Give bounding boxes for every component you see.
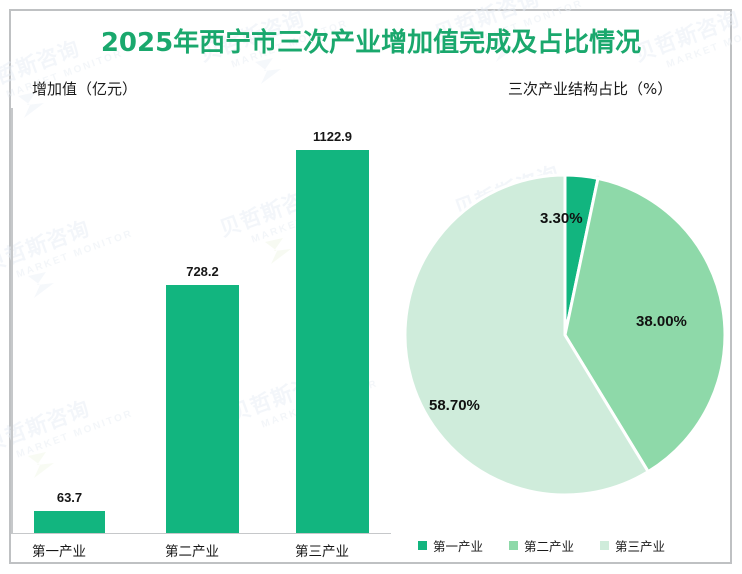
legend-label: 第一产业 — [433, 539, 484, 554]
pie-chart-svg — [403, 173, 727, 497]
legend-item-second-industry[interactable]: 第二产业 — [509, 536, 574, 555]
bar-chart-axis-caption: 增加值（亿元） — [32, 80, 138, 98]
legend-swatch-icon — [509, 541, 519, 550]
pie-chart: 3.30% 38.00% 58.70% — [400, 170, 730, 520]
bar-value-label: 728.2 — [186, 264, 219, 279]
pie-chart-axis-caption: 三次产业结构占比（%） — [508, 80, 673, 98]
bar-value-label: 63.7 — [56, 490, 83, 505]
chart-title: 2025年西宁市三次产业增加值完成及占比情况 — [100, 28, 642, 58]
watermark-logo-icon — [255, 58, 281, 84]
bar-category-label-third: 第三产业 — [295, 544, 349, 560]
legend-label: 第三产业 — [615, 539, 666, 554]
legend-swatch-icon — [418, 541, 427, 550]
pie-value-label-first: 3.30% — [540, 210, 583, 227]
bar-category-label-second: 第二产业 — [165, 544, 219, 560]
bar-chart: 63.7 728.2 1122.9 — [11, 108, 391, 534]
pie-chart-legend: 第一产业 第二产业 第三产业 — [418, 536, 665, 555]
legend-label: 第二产业 — [524, 539, 575, 554]
bar-category-label-first: 第一产业 — [32, 544, 86, 560]
legend-item-third-industry[interactable]: 第三产业 — [600, 536, 665, 555]
bar-chart-y-axis — [11, 108, 13, 534]
pie-slice-third-industry[interactable] — [403, 173, 651, 497]
bar-chart-x-axis — [11, 533, 391, 534]
pie-value-label-third: 58.70% — [429, 397, 480, 414]
legend-swatch-icon — [600, 541, 610, 550]
bar-first-industry[interactable] — [34, 511, 105, 533]
pie-value-label-second: 38.00% — [636, 313, 687, 330]
bar-third-industry[interactable] — [296, 150, 369, 533]
bar-second-industry[interactable] — [166, 285, 239, 533]
legend-item-first-industry[interactable]: 第一产业 — [418, 536, 483, 555]
bar-value-label: 1122.9 — [312, 129, 353, 144]
